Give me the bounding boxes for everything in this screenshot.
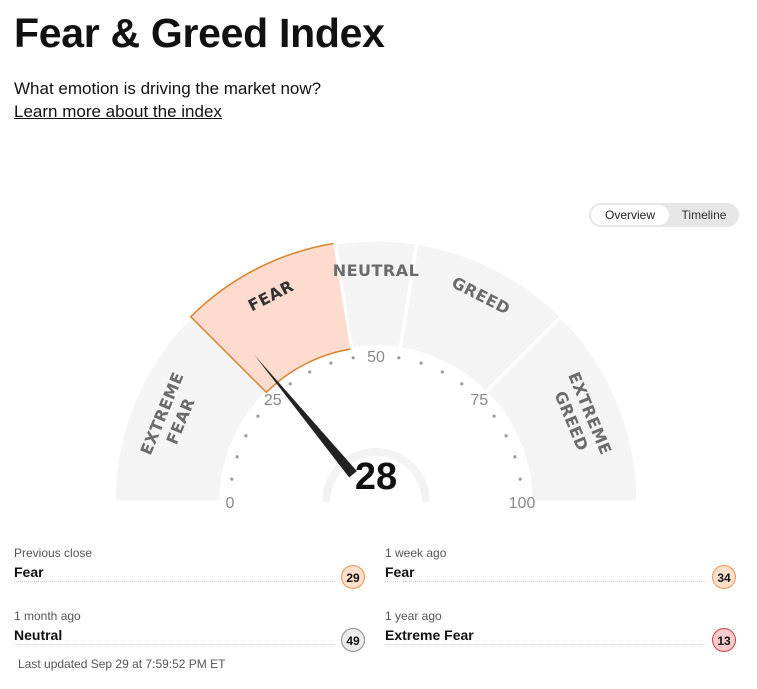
gauge-tick-dot [308,370,312,374]
gauge-tick-dot [244,434,248,438]
timeline-tab[interactable]: Timeline [681,208,727,222]
gauge-tick-label: 0 [226,495,235,512]
stat-badge: 34 [712,565,736,589]
gauge-tick-label: 75 [470,392,488,409]
gauge-tick-dot [513,455,517,459]
stat-divider [14,581,335,582]
stat-caption: 1 year ago [385,609,442,623]
stat-previous-close: Previous close Fear 29 [14,546,365,592]
gauge-zone-label: EXTREMEGREED [546,369,616,465]
stat-1-month-ago: 1 month ago Neutral 49 [14,609,365,655]
gauge-tick-label: 25 [264,392,282,409]
stat-divider [385,581,706,582]
gauge-needle [254,354,357,478]
gauge-tick-dot [460,382,464,386]
page-title: Fear & Greed Index [14,10,385,56]
gauge-tick-dot [329,361,333,365]
stat-divider [14,644,335,645]
learn-more-link[interactable]: Learn more about the index [14,102,222,121]
stat-badge: 49 [341,628,365,652]
gauge-zone [483,314,640,504]
overview-tab[interactable]: Overview [591,205,669,225]
gauge-tick-dot [440,370,444,374]
stat-label: Neutral [14,627,63,643]
gauge-tick-dot [492,414,496,418]
stat-caption: 1 week ago [385,546,447,560]
gauge-tick-dot [397,356,401,360]
view-toggle: Overview Timeline [589,203,739,227]
gauge-tick-dot [504,434,508,438]
stat-divider [385,644,706,645]
stat-1-week-ago: 1 week ago Fear 34 [385,546,736,592]
gauge-tick-dot [235,455,239,459]
stat-1-year-ago: 1 year ago Extreme Fear 13 [385,609,736,655]
gauge-tick-dot [256,414,260,418]
stat-label: Fear [14,564,44,580]
gauge-tick-label: 50 [367,349,385,366]
gauge-zone-label: NEUTRAL [333,261,420,280]
gauge-value: 28 [355,456,397,498]
last-updated: Last updated Sep 29 at 7:59:52 PM ET [18,657,226,671]
stat-label: Fear [385,564,415,580]
gauge-tick-dot [230,477,234,481]
gauge-tick-dot [419,361,423,365]
gauge-tick-dot [351,356,355,360]
stat-caption: Previous close [14,546,93,560]
stat-caption: 1 month ago [14,609,81,623]
stat-badge: 29 [341,565,365,589]
fear-greed-gauge: EXTREMEFEARFEARNEUTRALGREEDEXTREMEGREED0… [112,238,640,512]
gauge-inner [221,347,531,502]
page-subtitle: What emotion is driving the market now? [14,79,322,98]
stat-badge: 13 [712,628,736,652]
stat-label: Extreme Fear [385,627,474,643]
gauge-tick-dot [288,382,292,386]
gauge-tick-dot [518,477,522,481]
gauge-tick-label: 100 [509,495,536,512]
